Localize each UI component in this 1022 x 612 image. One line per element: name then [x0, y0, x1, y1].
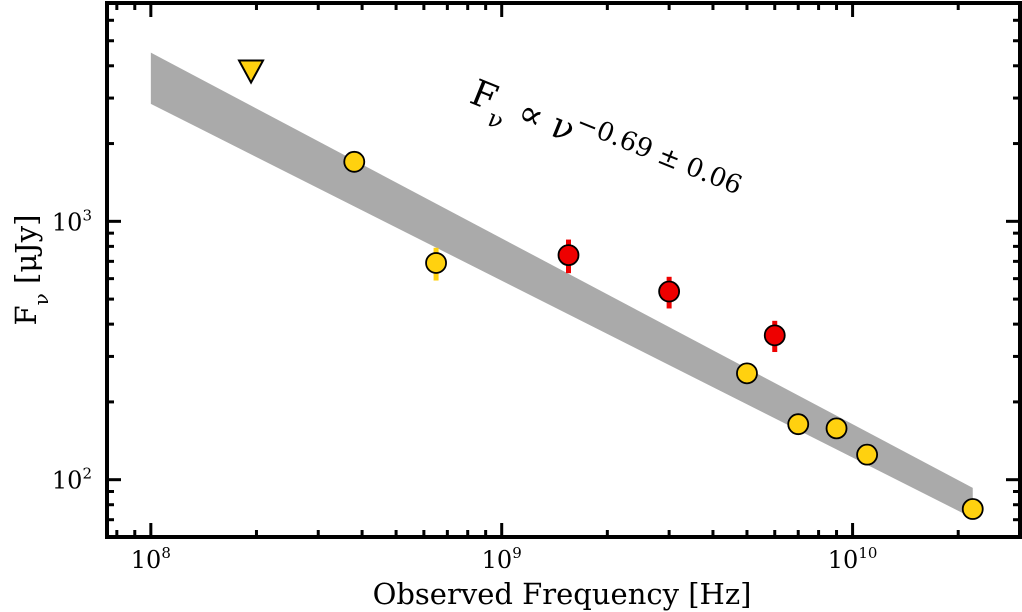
fit-annotation-sup: −0.69 ± 0.06	[572, 107, 746, 201]
x-tick-label: 109	[482, 544, 522, 574]
red-data-point	[658, 280, 681, 303]
yellow-data-point	[825, 417, 848, 440]
yellow-data-point	[736, 362, 758, 385]
y-axis-label: Fν [μJy]	[9, 215, 53, 326]
x-axis-label: Observed Frequency [Hz]	[373, 577, 752, 611]
yellow-data-point	[856, 443, 879, 466]
yellow-data-point	[787, 413, 810, 436]
y-tick-label: 103	[52, 206, 92, 236]
red-data-point	[557, 244, 580, 267]
x-tick-label: 1010	[828, 544, 878, 574]
yellow-data-point	[425, 252, 447, 274]
upper-limit-marker	[237, 59, 265, 85]
yellow-data-point	[343, 150, 366, 173]
yellow-data-point	[961, 498, 984, 520]
plot-frame	[105, 1, 1022, 539]
fit-annotation: Fν ∝ ν−0.69 ± 0.06	[461, 67, 747, 227]
plot-area	[150, 52, 984, 520]
fit-annotation-mid: ∝ ν	[501, 87, 580, 151]
x-tick-label: 108	[131, 544, 171, 574]
y-tick-label: 102	[52, 465, 92, 495]
axes: 108 109 1010 102 103	[52, 1, 1022, 574]
red-data-point	[763, 324, 786, 347]
